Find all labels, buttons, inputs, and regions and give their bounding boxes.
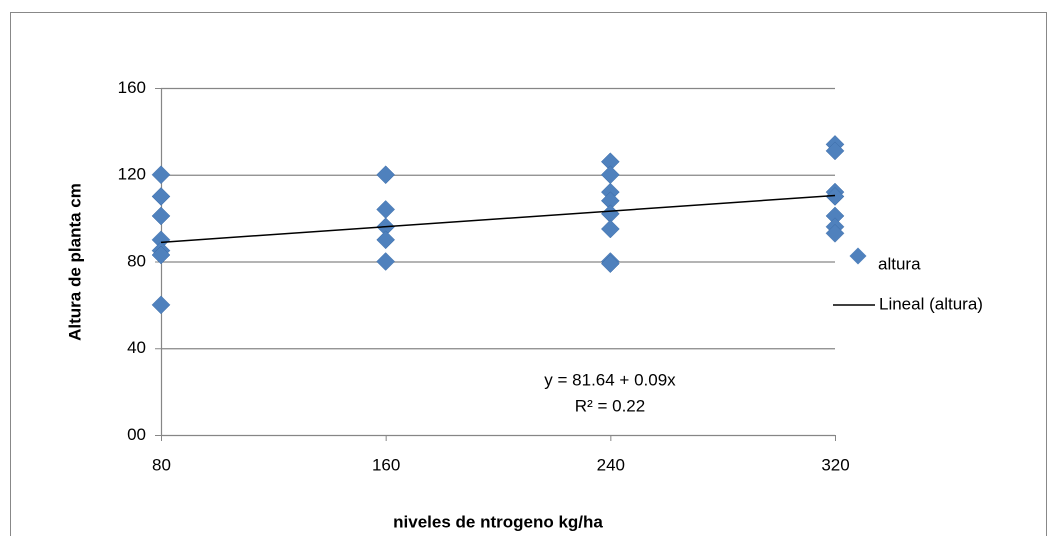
data-point [825,223,845,243]
data-point [151,295,171,315]
legend-label: altura [878,254,921,273]
y-axis-label: Altura de planta cm [65,183,84,341]
x-tick-label: 320 [821,455,849,474]
x-tick-label: 80 [152,455,171,474]
chart-border [10,12,1047,536]
data-point [151,165,171,185]
trendline-r2: R² = 0.22 [575,396,645,415]
trendline [160,194,836,244]
data-point [600,219,620,239]
x-axis-label: niveles de ntrogeno kg/ha [393,512,603,531]
data-point [151,245,171,265]
data-point [825,141,845,161]
y-tick-label: 120 [118,165,146,184]
x-tick-label: 160 [372,455,400,474]
data-point [376,252,396,271]
data-point [600,254,620,274]
data-point [151,187,171,206]
data-point [376,230,396,250]
x-tick-label: 240 [597,455,625,474]
y-tick-label: 00 [127,425,146,444]
legend-marker [849,247,867,265]
y-tick-label: 40 [127,338,146,357]
trendline-equation: y = 81.64 + 0.09x [544,370,676,389]
data-point [151,206,171,226]
data-point [376,165,396,185]
y-tick-label: 160 [118,78,146,97]
y-tick-label: 80 [127,251,146,270]
data-point [825,187,845,206]
legend-label: Lineal (altura) [879,294,983,313]
